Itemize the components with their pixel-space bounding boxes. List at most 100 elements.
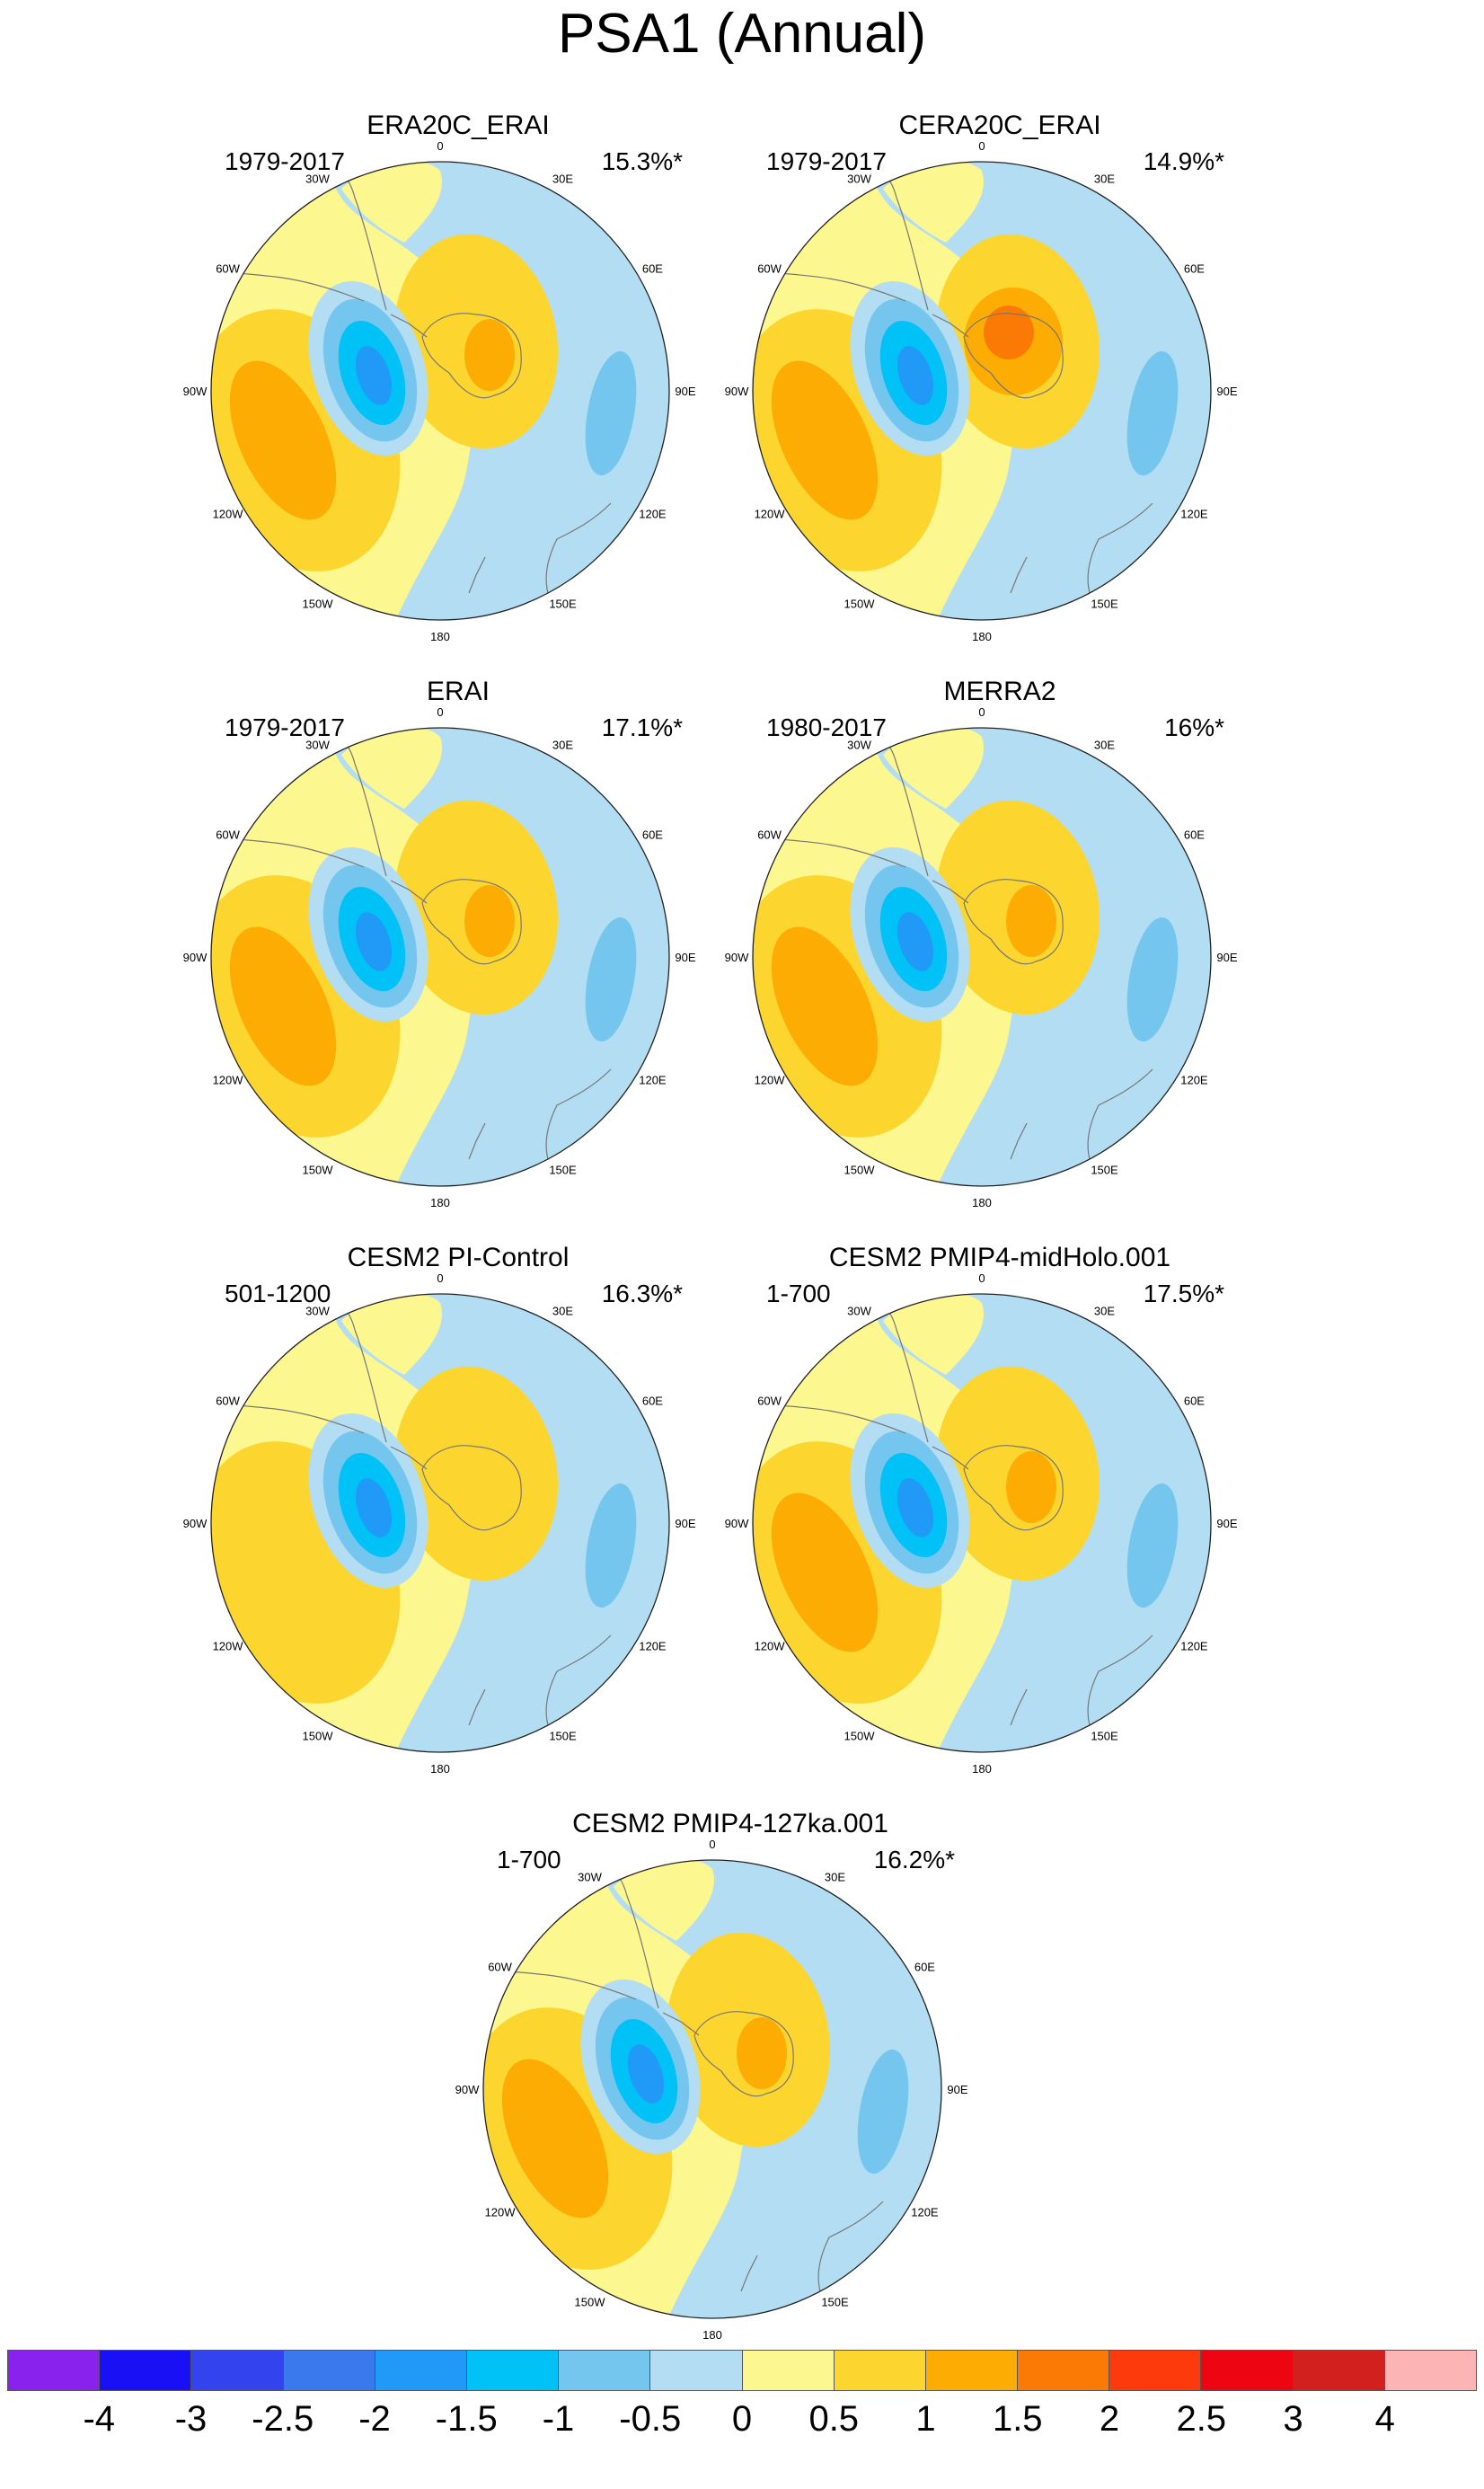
longitude-label: 120E [911,2206,939,2219]
longitude-label: 90W [183,951,208,964]
longitude-label: 90E [1216,385,1237,398]
longitude-label: 120E [1180,1074,1208,1087]
longitude-label: 120E [639,1074,667,1087]
longitude-label: 90E [675,1517,695,1530]
colorbar [7,2350,1477,2391]
colorbar-tick-label: -2 [358,2399,391,2439]
panel-variance: 17.5%* [1143,1280,1224,1307]
field-positive-light [883,1294,984,1375]
field-negative-peak [897,912,934,971]
colorbar-tick-label: -2.5 [252,2399,314,2439]
field-positive-light [883,728,984,809]
panel-title: CESM2 PMIP4-127ka.001 [572,1809,888,1838]
colorbar-swatch [742,2351,835,2390]
longitude-label: 90E [947,2083,967,2096]
longitude-label: 30W [847,739,871,752]
polar-map: 0 30E 60E 90E 120E 150E 180 150W 120W 90W 60W 30W [455,1838,968,2342]
panel-variance: 14.9%* [1143,147,1224,175]
longitude-label: 60W [488,1961,512,1974]
new-zealand-coastline [1010,1688,1028,1726]
field-negative-peak [897,1478,934,1537]
field-negative-peak [355,346,393,405]
new-zealand-coastline [468,1122,486,1160]
colorbar-swatch [191,2351,284,2390]
panel-variance: 16.3%* [601,1280,683,1307]
longitude-label: 120W [755,508,786,521]
colorbar-tick-label: 0 [731,2399,753,2439]
field-positive-strong [229,360,337,520]
field-positive-strong [464,885,515,957]
longitude-label: 150W [844,1163,876,1176]
polar-map: 0 30E 60E 90E 120E 150E 180 150W 120W 90W 60W 30W [183,139,696,643]
longitude-label: 0 [437,139,443,153]
field-negative [585,917,637,1042]
peninsula-coastline [390,314,428,338]
field-negative [1126,350,1179,476]
longitude-label: 90E [675,385,695,398]
field-positive-strong [1006,885,1056,957]
longitude-label: 30E [1094,739,1115,752]
panel-title: CESM2 PI-Control [347,1243,570,1272]
panel-title: MERRA2 [943,677,1056,706]
longitude-label: 90W [725,385,749,398]
longitude-label: 30E [552,739,573,752]
map-panel-era20c-erai: ERA20C_ERAI 1979-2017 15.3%* 0 30E 60E 90E 1… [183,108,710,665]
antarctica-coastline [963,313,1064,399]
field-negative-peak [627,2044,665,2104]
longitude-label: 60W [216,262,240,276]
longitude-label: 120W [213,508,244,521]
panel-variance: 16.2%* [873,1846,955,1873]
colorbar-tick-label: 4 [1374,2399,1395,2439]
longitude-label: 30W [847,1305,871,1318]
longitude-label: 150W [844,597,876,610]
longitude-label: 30W [847,173,871,186]
new-zealand-coastline [740,2254,758,2292]
longitude-label: 90E [675,951,695,964]
panel-title: CESM2 PMIP4-midHolo.001 [828,1243,1171,1272]
colorbar-tick-label: 1.5 [992,2399,1043,2439]
field-positive-strong [464,319,515,391]
peninsula-coastline [932,880,969,904]
longitude-label: 150E [549,597,577,610]
panel-title: ERAI [426,677,490,706]
longitude-label: 60E [1184,828,1205,842]
antarctica-coastline [421,1445,522,1531]
colorbar-swatch [559,2351,651,2390]
field-negative-peak [355,1478,393,1537]
longitude-label: 120W [485,2206,517,2219]
longitude-label: 30W [305,739,330,752]
field-negative-peak [355,912,393,971]
map-boundary [482,1859,942,2319]
longitude-label: 150E [1091,1729,1118,1742]
colorbar-swatch [1018,2351,1110,2390]
panel-variance: 15.3%* [601,147,683,175]
longitude-label: 180 [972,1762,992,1776]
longitude-label: 180 [972,1196,992,1209]
antarctica-coastline [421,313,522,399]
field-negative [1126,1483,1179,1608]
longitude-label: 90E [1216,1517,1237,1530]
longitude-label: 90W [725,951,749,964]
longitude-label: 60E [642,1395,663,1408]
field-positive-strong [501,2059,609,2219]
field-positive-light [883,162,984,243]
panel-period: 1979-2017 [225,713,345,741]
panel-period: 1-700 [766,1280,831,1307]
colorbar-swatch [375,2351,467,2390]
longitude-label: 0 [437,1271,443,1285]
longitude-label: 60W [216,828,240,842]
longitude-label: 150W [303,1729,334,1742]
colorbar-tick-label: 1 [915,2399,936,2439]
map-boundary [752,727,1212,1187]
longitude-label: 120E [639,1640,667,1653]
colorbar-tick-label: 3 [1283,2399,1303,2439]
panel-title: ERA20C_ERAI [367,111,550,140]
field-positive-strong [771,926,879,1086]
longitude-label: 90E [1216,951,1237,964]
longitude-label: 150E [1091,1163,1118,1176]
field-positive-strong [229,926,337,1086]
map-boundary [210,161,670,621]
field-positive-strong [1006,1451,1056,1523]
colorbar-tick-label: -0.5 [619,2399,682,2439]
longitude-label: 60W [757,1395,782,1408]
